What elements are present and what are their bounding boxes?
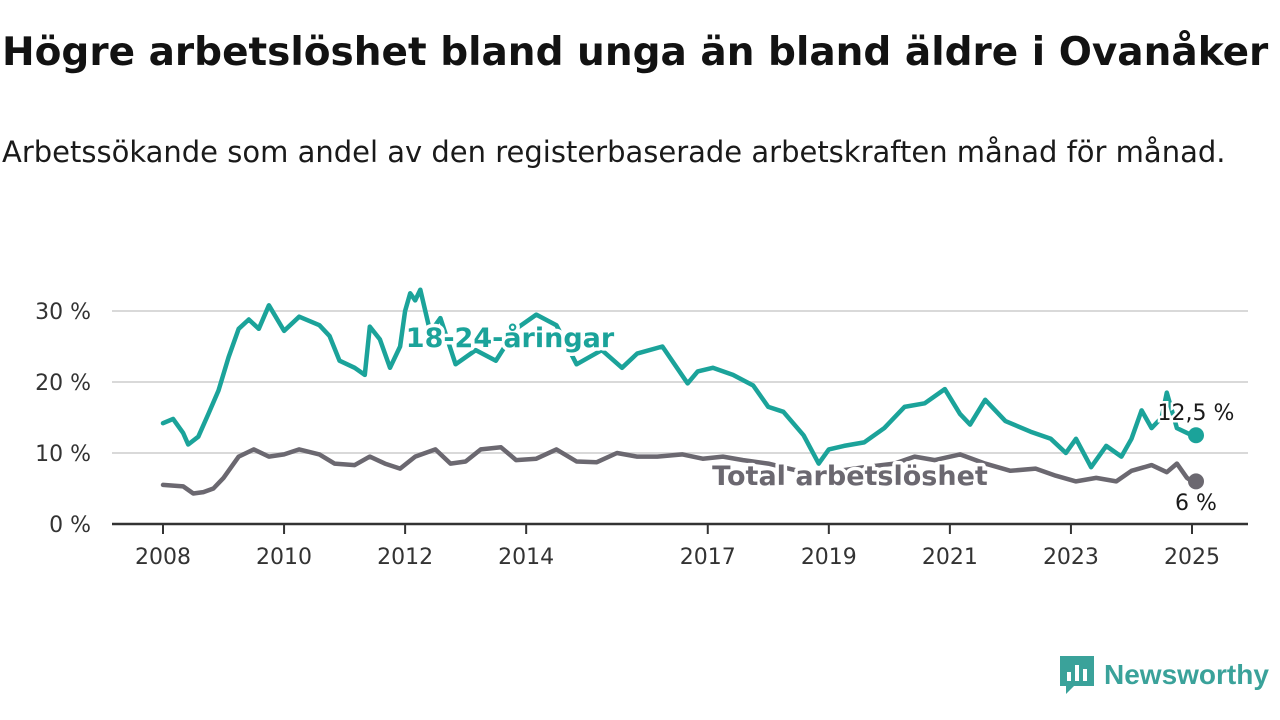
x-tick-label: 2012 [377, 545, 433, 570]
series-line [160, 287, 1195, 470]
end-value-label: 6 % [1175, 491, 1217, 516]
chart-title: Högre arbetslöshet bland unga än bland ä… [2, 30, 1269, 75]
chart-subtitle: Arbetssökande som andel av den registerb… [2, 135, 1226, 169]
x-tick-label: 2010 [256, 545, 312, 570]
y-tick-label: 30 % [35, 300, 91, 325]
x-tick-label: 2019 [801, 545, 857, 570]
y-tick-label: 0 % [49, 513, 91, 538]
series-end-marker [1188, 427, 1204, 444]
series-name-label: Total arbetslöshet [712, 461, 988, 492]
series-labels: 18-24-åringar Total arbetslöshet 12,5 % 6 % [402, 319, 1237, 519]
end-value-label: 12,5 % [1158, 401, 1235, 426]
y-tick-label: 10 % [35, 442, 91, 467]
x-tick-label: 2021 [922, 545, 978, 570]
x-tick-label: 2008 [135, 545, 191, 570]
series-name-label: 18-24-åringar [406, 322, 615, 354]
y-tick-label: 20 % [35, 371, 91, 396]
series-end-marker [1188, 473, 1204, 490]
x-tick-label: 2017 [680, 545, 736, 570]
x-tick-label: 2014 [498, 545, 554, 570]
series-line [160, 445, 1195, 496]
newsworthy-brand: Newsworthy [1060, 656, 1269, 694]
series-lines [160, 287, 1204, 496]
newsworthy-logo-icon [1060, 656, 1094, 694]
brand-name: Newsworthy [1104, 659, 1269, 690]
x-tick-label: 2023 [1043, 545, 1099, 570]
axes: 0 % 10 % 20 % 30 % 2008 2010 2012 2014 2017 2019 2… [35, 300, 1248, 570]
x-tick-label: 2025 [1164, 545, 1220, 570]
